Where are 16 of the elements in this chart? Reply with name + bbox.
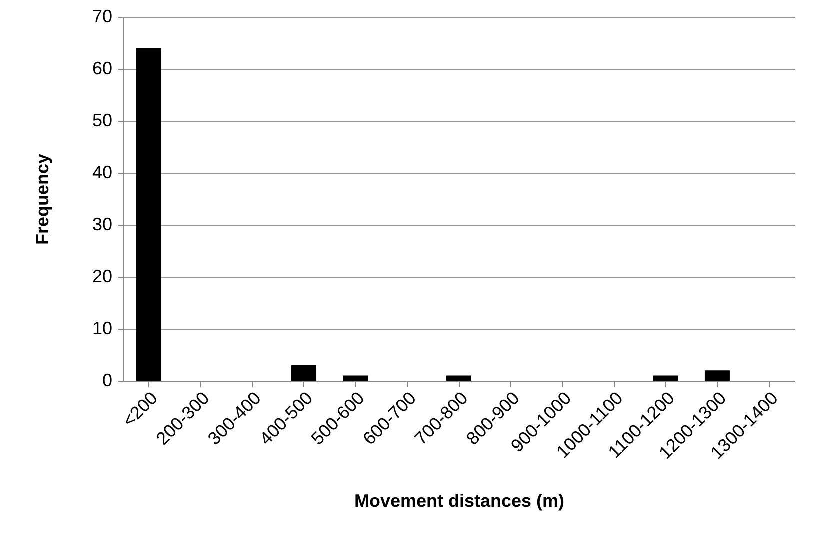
bar: [291, 365, 316, 381]
bar: [136, 48, 162, 381]
y-tick-label: 0: [102, 370, 112, 390]
x-axis-title: Movement distances (m): [354, 491, 565, 512]
y-tick-label: 30: [92, 214, 112, 234]
bar: [343, 376, 368, 381]
y-tick-label: 10: [92, 318, 112, 338]
y-tick-label: 50: [92, 110, 112, 130]
bar: [704, 370, 730, 381]
y-tick-label: 20: [92, 266, 112, 286]
y-tick-label: 60: [92, 58, 112, 78]
bar: [653, 376, 678, 381]
y-tick-label: 70: [92, 6, 112, 26]
bar: [446, 376, 472, 381]
y-tick-label: 40: [92, 162, 112, 182]
y-axis-title: Frequency: [32, 154, 52, 246]
